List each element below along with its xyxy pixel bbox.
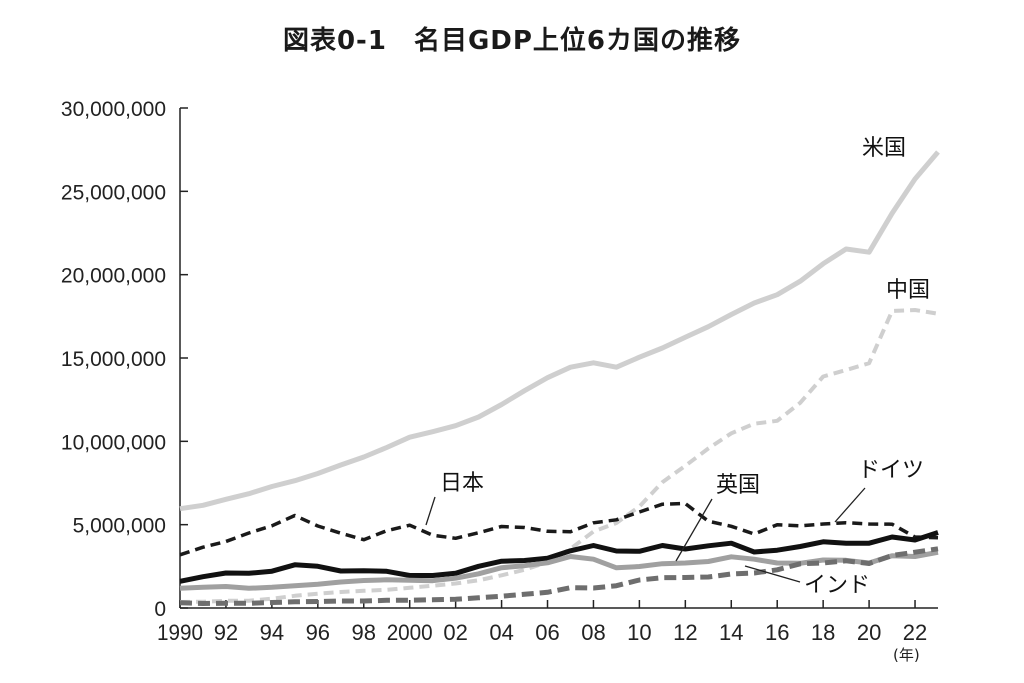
chart-axes: [179, 108, 938, 609]
y-tick-label: 0: [154, 598, 166, 621]
y-tick-label: 30,000,000: [61, 98, 166, 121]
x-tick-label: 20: [857, 620, 881, 645]
x-tick-label: 16: [765, 620, 789, 645]
x-tick-label: 14: [719, 620, 743, 645]
x-tick-label: 10: [627, 620, 651, 645]
x-tick-label: 08: [581, 620, 605, 645]
series-labels: 米国 中国 日本 ドイツ 英国 インド (年): [440, 136, 930, 664]
x-tick-label: 02: [443, 620, 467, 645]
x-tick-label: 04: [489, 620, 513, 645]
series-label-in: インド: [804, 573, 870, 598]
y-tick-label: 25,000,000: [61, 181, 166, 204]
series-line-de: [179, 530, 939, 584]
series-line-jp: [179, 501, 939, 557]
leader-jp: [425, 496, 436, 526]
x-tick-label: 94: [260, 620, 284, 645]
x-tick-label: 98: [352, 620, 376, 645]
series-label-uk: 英国: [716, 473, 760, 498]
x-tick-label: 1990: [157, 620, 203, 645]
series-label-cn: 中国: [886, 278, 930, 303]
y-ticks: 0 5,000,000 10,000,000 15,000,000 20,000,000…: [61, 98, 188, 621]
leader-de: [834, 487, 866, 523]
x-tick-label: 18: [811, 620, 835, 645]
series-label-de: ドイツ: [858, 458, 924, 483]
x-tick-label: 92: [214, 620, 238, 645]
y-tick-label: 10,000,000: [61, 431, 166, 454]
x-axis-unit-label: (年): [893, 646, 920, 664]
series-line-us: [179, 150, 940, 512]
series-label-leaders: [425, 487, 866, 583]
x-tick-label: 12: [673, 620, 697, 645]
x-tick-label: 96: [306, 620, 330, 645]
y-tick-label: 15,000,000: [61, 348, 166, 371]
x-tick-label: 06: [535, 620, 559, 645]
series-label-jp: 日本: [440, 471, 484, 496]
y-tick-label: 20,000,000: [61, 265, 166, 288]
series-lines: [179, 150, 940, 606]
series-line-in: [179, 546, 939, 606]
leader-uk: [675, 498, 713, 562]
leader-in: [744, 565, 801, 583]
series-label-us: 米国: [862, 136, 906, 161]
x-ticks: 1990 92 94 96 98 2000 02 04 06 08 10 12 14 16 18 20 22: [157, 600, 927, 645]
y-tick-label: 5,000,000: [73, 515, 166, 538]
chart-title: 図表0-1 名目GDP上位6カ国の推移: [282, 26, 742, 56]
x-tick-label: 22: [903, 620, 927, 645]
x-tick-label: 2000: [387, 620, 433, 645]
